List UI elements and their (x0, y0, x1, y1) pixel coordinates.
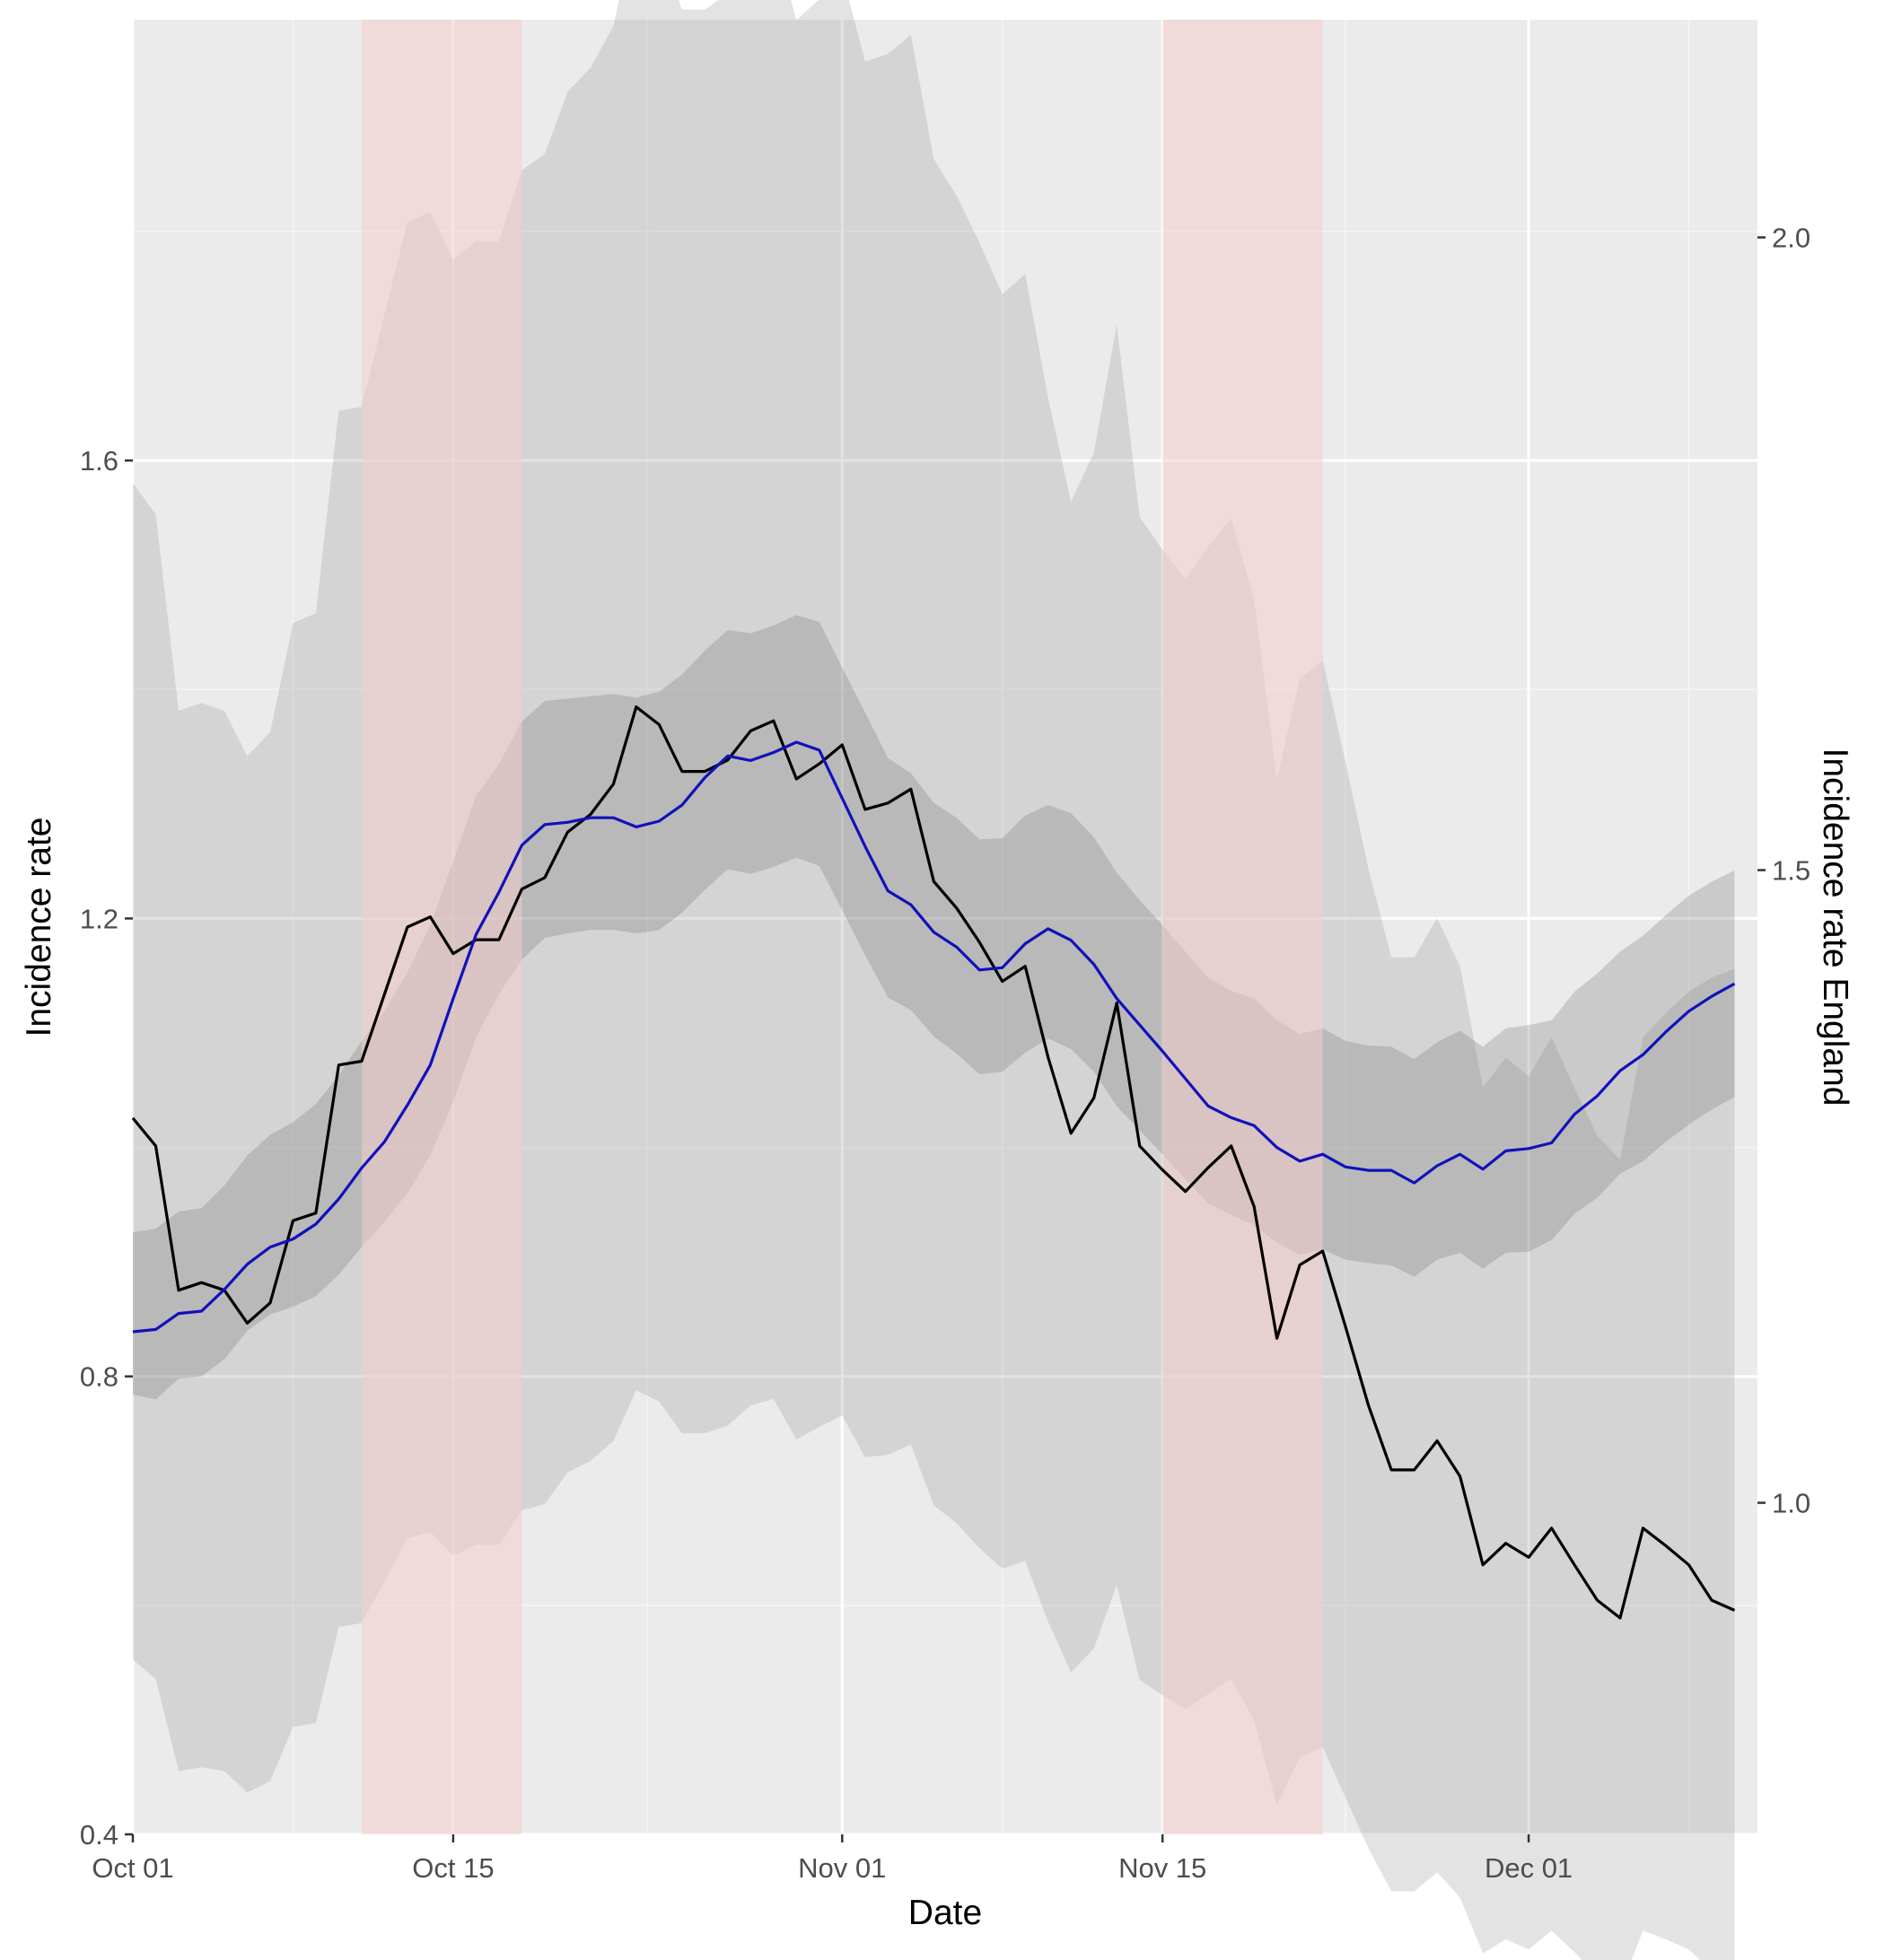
y2-tick-label: 1.5 (1772, 855, 1810, 887)
y-tick-label: 0.8 (80, 1361, 118, 1393)
y-axis-title: Incidence rate (20, 818, 58, 1037)
confidence-band-inner (133, 615, 1735, 1400)
y2-tick-label: 2.0 (1772, 223, 1810, 254)
band-layer (133, 0, 1735, 1960)
x-tick-label: Oct 01 (92, 1852, 173, 1884)
x-tick-label: Dec 01 (1485, 1852, 1573, 1884)
axes: 0.4 0.8 1.2 1.6 1.0 1.5 2.0 Oct 01 Oct 15 Nov 01 N… (80, 223, 1810, 1884)
y-tick-label: 1.2 (80, 903, 118, 934)
series-lines (131, 705, 1736, 1620)
x-tick-label: Nov 01 (798, 1852, 886, 1884)
series-line-fitted (132, 740, 1736, 1334)
x-tick-label: Nov 15 (1118, 1852, 1206, 1884)
shaded-period (361, 20, 522, 1834)
shaded-periods (361, 20, 1323, 1834)
series-line-england (131, 705, 1736, 1620)
y2-axis-title: Incidence rate England (1816, 748, 1854, 1107)
x-tick-label: Oct 15 (412, 1852, 494, 1884)
shaded-period (1162, 20, 1323, 1834)
y-tick-label: 1.6 (80, 445, 118, 477)
y-tick-label: 0.4 (80, 1819, 118, 1851)
x-axis-title: Date (908, 1894, 982, 1932)
y2-tick-label: 1.0 (1772, 1488, 1810, 1519)
confidence-band-outer (133, 0, 1735, 1960)
